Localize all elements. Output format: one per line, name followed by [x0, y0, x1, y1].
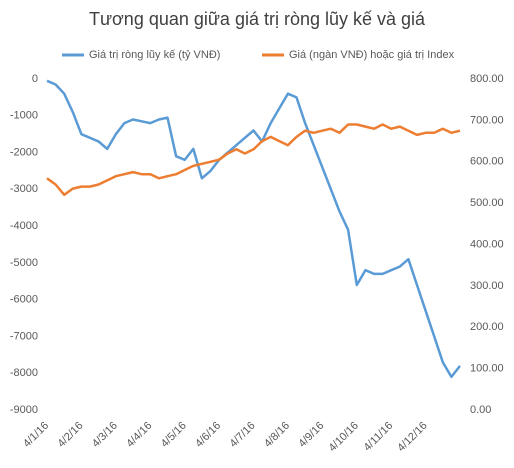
chart-title: Tương quan giữa giá trị ròng lũy kế và g… — [89, 9, 426, 29]
y-tick-label: 0 — [32, 73, 38, 85]
y2-tick-label: 200.00 — [470, 321, 504, 333]
y-tick-label: -9000 — [10, 404, 38, 416]
y2-tick-label: 500.00 — [470, 197, 504, 209]
y2-tick-label: 100.00 — [470, 363, 504, 375]
x-tick-label: 4/5/16 — [159, 420, 189, 450]
x-tick-label: 4/12/16 — [395, 420, 429, 454]
y-tick-label: -8000 — [10, 367, 38, 379]
x-tick-label: 4/8/16 — [262, 420, 292, 450]
x-tick-label: 4/1/16 — [21, 420, 51, 450]
legend-label: Giá (ngàn VNĐ) hoặc giá trị Index — [289, 49, 455, 61]
y-tick-label: -7000 — [10, 330, 38, 342]
x-tick-label: 4/4/16 — [124, 420, 154, 450]
data-line — [46, 123, 461, 197]
x-tick-label: 4/6/16 — [193, 420, 223, 450]
y-tick-label: -6000 — [10, 294, 38, 306]
data-line — [46, 79, 461, 379]
y2-tick-label: 0.00 — [470, 404, 491, 416]
x-tick-label: 4/9/16 — [296, 420, 326, 450]
y-tick-label: -5000 — [10, 257, 38, 269]
x-tick-label: 4/7/16 — [228, 420, 258, 450]
y-tick-label: -2000 — [10, 146, 38, 158]
y-tick-label: -4000 — [10, 220, 38, 232]
legend-label: Giá trị ròng lũy kế (tỷ VNĐ) — [89, 49, 220, 61]
x-tick-label: 4/3/16 — [90, 420, 120, 450]
x-tick-label: 4/2/16 — [55, 420, 85, 450]
y2-tick-label: 700.00 — [470, 114, 504, 126]
y2-tick-label: 600.00 — [470, 156, 504, 168]
y2-tick-label: 400.00 — [470, 238, 504, 250]
y-tick-label: -1000 — [10, 110, 38, 122]
y2-tick-label: 300.00 — [470, 280, 504, 292]
x-tick-label: 4/11/16 — [361, 420, 395, 454]
y-tick-label: -3000 — [10, 183, 38, 195]
x-tick-label: 4/10/16 — [326, 420, 360, 454]
y2-tick-label: 800.00 — [470, 73, 504, 85]
